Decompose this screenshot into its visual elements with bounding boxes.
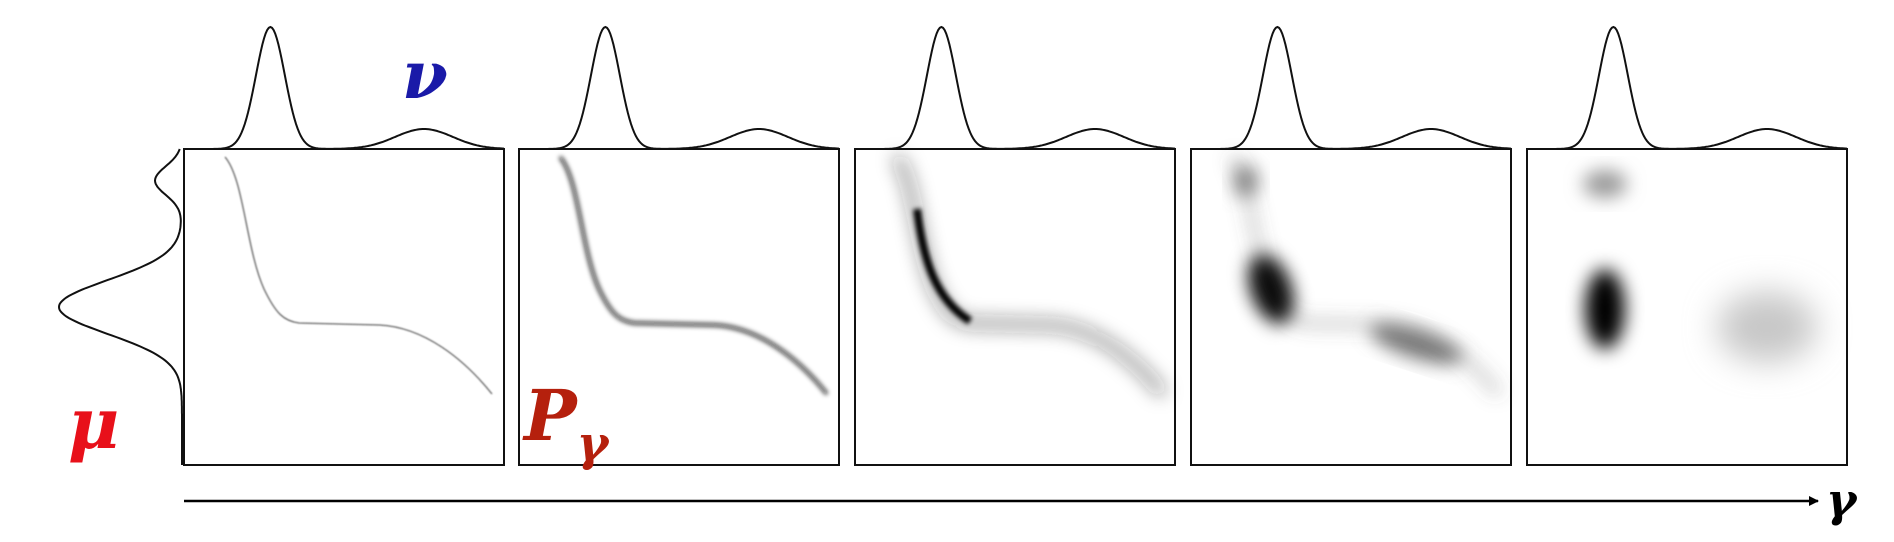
panel (183, 25, 505, 466)
gamma-label: γ (1826, 473, 1859, 527)
panel-background (1191, 149, 1511, 465)
plan-curve (1227, 153, 1503, 398)
transport-plan (1227, 153, 1503, 398)
p-label: P (522, 374, 579, 457)
mu-label: μ (68, 382, 119, 465)
p-sub-label: γ (577, 416, 611, 472)
mu-marginal (57, 148, 183, 465)
plan-blob (1370, 324, 1462, 364)
panels (57, 25, 1848, 466)
plan-curve (558, 155, 829, 396)
plan-blob (1717, 291, 1817, 363)
transport-plan (1583, 170, 1817, 363)
panel-background (184, 149, 504, 465)
panel-background (855, 149, 1175, 465)
transport-plan (558, 155, 829, 396)
transport-plan (892, 154, 1167, 397)
transport-plan (224, 156, 493, 395)
nu-marginal (1191, 25, 1512, 150)
nu-marginal (1527, 25, 1848, 150)
panel (854, 25, 1176, 466)
nu-label: ν (402, 36, 448, 114)
nu-marginal (519, 25, 840, 150)
panel (1526, 25, 1848, 466)
nu-marginal (184, 25, 505, 150)
panel (1190, 25, 1512, 466)
plan-curve (224, 156, 493, 395)
plan-blob (1583, 170, 1627, 198)
p-gamma-label: Pγ (522, 374, 611, 472)
nu-marginal (855, 25, 1176, 150)
plan-blob (1585, 269, 1625, 349)
panel (518, 25, 840, 466)
panel-background (519, 149, 839, 465)
plan-curve-core (913, 208, 973, 325)
